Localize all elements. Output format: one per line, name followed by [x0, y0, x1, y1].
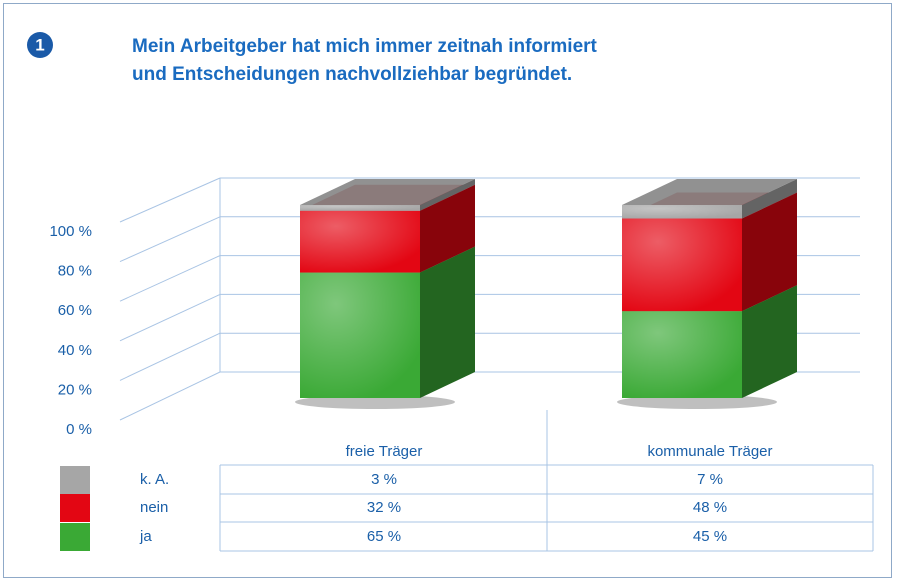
y-tick-label: 40 %: [58, 342, 92, 359]
table-cell: 48 %: [693, 499, 727, 516]
legend-swatch: [60, 523, 90, 551]
badge-circle: [27, 32, 53, 58]
legend-swatch: [60, 466, 90, 494]
bar-shine: [300, 272, 420, 398]
bar-shadow: [295, 395, 455, 409]
y-tick-label: 100 %: [49, 223, 92, 240]
y-tick-label: 80 %: [58, 263, 92, 280]
badge-number: 1: [35, 35, 44, 54]
grid-line: [119, 177, 221, 223]
bar-top: [622, 179, 797, 205]
bar-shine: [622, 218, 742, 312]
bar-side: [420, 179, 475, 211]
grid-line: [119, 293, 221, 342]
y-tick-label: 60 %: [58, 302, 92, 319]
table-cell: 7 %: [697, 471, 723, 488]
table-cell: 3 %: [371, 471, 397, 488]
bar-shadow: [617, 395, 777, 409]
grid-line: [119, 371, 221, 421]
bar-side: [742, 179, 797, 219]
y-tick-label: 0 %: [66, 421, 92, 438]
grid-line: [119, 216, 221, 263]
grid-line: [119, 332, 221, 381]
legend-label: nein: [140, 499, 168, 516]
bar-shine: [622, 205, 742, 219]
grid-line: [119, 255, 221, 302]
table-cell: 45 %: [693, 528, 727, 545]
legend-swatch: [60, 494, 90, 522]
bar-shine: [300, 205, 420, 211]
table-cell: 65 %: [367, 528, 401, 545]
bar-side: [742, 192, 797, 312]
chart-title: und Entscheidungen nachvollziehbar begrü…: [132, 64, 572, 85]
bar-shine: [622, 311, 742, 398]
chart-title: Mein Arbeitgeber hat mich immer zeitnah …: [132, 36, 598, 57]
legend-label: k. A.: [140, 471, 169, 488]
table-cell: 32 %: [367, 499, 401, 516]
bar-shine: [300, 210, 420, 273]
category-label: kommunale Träger: [647, 443, 772, 460]
bar-side: [742, 285, 797, 398]
bar-side: [420, 246, 475, 398]
y-tick-label: 20 %: [58, 381, 92, 398]
category-label: freie Träger: [346, 443, 423, 460]
bar-top: [300, 179, 475, 205]
bar-side: [420, 184, 475, 273]
legend-label: ja: [139, 528, 152, 545]
